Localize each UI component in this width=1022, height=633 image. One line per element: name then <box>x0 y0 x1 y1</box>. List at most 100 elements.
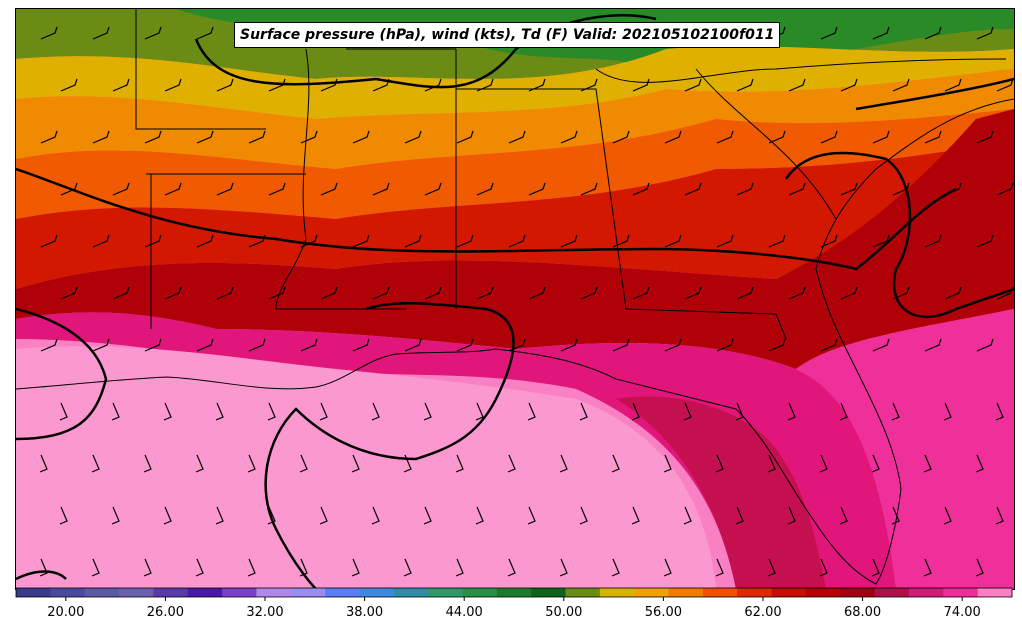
wind-barb <box>60 78 78 92</box>
wind-barb <box>424 78 442 92</box>
wind-barb <box>684 78 702 92</box>
wind-barb <box>112 78 130 92</box>
wind-barb <box>215 402 224 421</box>
wind-barb <box>403 558 412 577</box>
wind-barb <box>216 286 234 300</box>
wind-barb <box>455 558 464 577</box>
wind-barb <box>735 506 744 525</box>
wind-barb <box>39 454 48 473</box>
wind-barb <box>871 558 880 577</box>
wind-barb <box>404 234 422 248</box>
colorbar-cell <box>840 588 876 597</box>
wind-barb <box>664 130 682 144</box>
isobar-6 <box>16 570 67 581</box>
wind-barb <box>40 338 58 352</box>
wind-barb <box>456 338 474 352</box>
colorbar-cell <box>496 588 532 597</box>
wind-barb <box>319 402 328 421</box>
wind-barb <box>371 402 380 421</box>
wind-barb <box>683 402 692 421</box>
wind-barb <box>975 558 984 577</box>
wind-barb <box>632 182 650 196</box>
wind-barb <box>943 402 952 421</box>
wind-barb <box>612 338 630 352</box>
wind-barb <box>787 402 796 421</box>
td-band-orange <box>16 69 1014 169</box>
wind-barb <box>164 182 182 196</box>
wind-barb <box>944 78 962 92</box>
wind-barb <box>975 454 984 473</box>
wind-barb <box>60 182 78 196</box>
wind-barb <box>527 402 536 421</box>
colorbar-cell <box>428 588 464 597</box>
td-band-florida <box>616 396 826 589</box>
wind-barb <box>112 286 130 300</box>
isobar-3 <box>16 307 108 441</box>
wind-barb <box>91 454 100 473</box>
wind-barb <box>248 130 266 144</box>
colorbar-cell <box>702 588 738 597</box>
wind-barb <box>163 402 172 421</box>
wind-barb <box>92 234 110 248</box>
wind-barb <box>976 130 994 144</box>
isobars <box>16 14 1014 589</box>
wind-barb <box>371 506 380 525</box>
wind-barb <box>424 182 442 196</box>
wind-barb <box>768 130 786 144</box>
wind-barb <box>559 454 568 473</box>
wind-barb <box>476 182 494 196</box>
isobar-2 <box>194 14 657 89</box>
wind-barb <box>612 234 630 248</box>
colorbar-cell <box>531 588 567 597</box>
state-line-3 <box>346 48 627 310</box>
wind-barb <box>91 558 100 577</box>
wind-barb <box>248 234 266 248</box>
wind-barb <box>923 558 932 577</box>
colorbar-cell <box>977 588 1013 597</box>
wind-barb <box>611 454 620 473</box>
wind-barb <box>508 338 526 352</box>
wind-barb <box>456 234 474 248</box>
wind-barb <box>476 78 494 92</box>
wind-barb <box>300 234 318 248</box>
wind-barb <box>871 454 880 473</box>
colorbar-cell <box>153 588 189 597</box>
wind-barb <box>508 130 526 144</box>
wind-barb <box>891 402 900 421</box>
wind-barb <box>892 182 910 196</box>
wind-barb <box>840 182 858 196</box>
wind-barb <box>684 286 702 300</box>
wind-barb <box>39 558 48 577</box>
colorbar-cell <box>874 588 910 597</box>
wind-barb <box>839 506 848 525</box>
wind-barb <box>508 234 526 248</box>
wind-barb <box>164 78 182 92</box>
td-band-hotpink <box>796 309 1014 589</box>
colorbar-cell <box>634 588 670 597</box>
boundaries <box>16 9 1014 585</box>
wind-barb <box>60 286 78 300</box>
wind-barbs <box>39 26 1014 577</box>
colorbar-cell <box>805 588 841 597</box>
wind-barb <box>716 130 734 144</box>
wind-barb <box>92 130 110 144</box>
wind-barb <box>560 130 578 144</box>
wind-barb <box>840 78 858 92</box>
wind-barb <box>580 78 598 92</box>
wind-barb <box>736 286 754 300</box>
wind-barb <box>111 506 120 525</box>
colorbar-tick-label: 50.00 <box>545 605 582 620</box>
wind-barb <box>144 234 162 248</box>
wind-barb <box>923 454 932 473</box>
state-line-2 <box>275 48 406 310</box>
map-panel: Surface pressure (hPa), wind (kts), Td (… <box>15 8 1015 590</box>
wind-barb <box>476 286 494 300</box>
wind-barb <box>632 286 650 300</box>
wind-barb <box>631 402 640 421</box>
wind-barb <box>788 78 806 92</box>
wind-barb <box>579 402 588 421</box>
wind-barb <box>351 454 360 473</box>
wind-barb <box>527 506 536 525</box>
state-line-5 <box>625 68 837 340</box>
wind-barb <box>560 338 578 352</box>
